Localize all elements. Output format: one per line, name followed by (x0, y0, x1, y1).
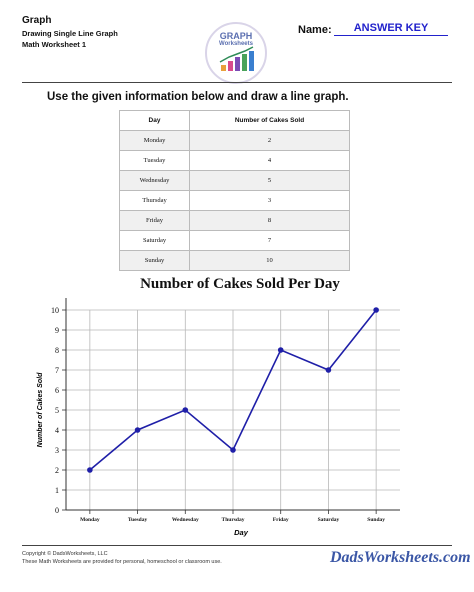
data-point (230, 447, 236, 453)
x-tick-label: Tuesday (128, 517, 148, 523)
data-point (373, 307, 379, 313)
x-tick-label: Monday (80, 517, 100, 523)
table-cell-count: 2 (189, 130, 350, 151)
y-tick-label: 7 (55, 366, 59, 375)
table-cell-day: Wednesday (118, 170, 191, 191)
graph-worksheets-logo: GRAPH Worksheets (205, 22, 267, 84)
copyright-text: Copyright © DadsWorksheets, LLC (22, 551, 108, 557)
table-row: Wednesday 5 (118, 170, 350, 191)
x-tick-label: Sunday (367, 517, 385, 523)
y-tick-label: 9 (55, 326, 59, 335)
table-cell-day: Monday (118, 130, 191, 151)
instructions: Use the given information below and draw… (47, 91, 349, 103)
table-cell-day: Sunday (118, 250, 191, 271)
y-tick-label: 8 (55, 346, 59, 355)
table-row: Saturday 7 (118, 230, 350, 251)
worksheet-subtitle: Drawing Single Line Graph (22, 29, 118, 38)
y-tick-label: 2 (55, 466, 59, 475)
y-axis-label: Number of Cakes Sold (37, 372, 44, 447)
y-tick-label: 1 (55, 486, 59, 495)
header-divider (22, 82, 452, 83)
footer-divider (22, 545, 452, 546)
name-field[interactable]: ANSWER KEY (334, 22, 448, 36)
y-tick-label: 3 (55, 446, 59, 455)
data-point (134, 427, 141, 433)
table-row: Friday 8 (118, 210, 350, 231)
x-tick-label: Thursday (222, 517, 245, 523)
table-row: Tuesday 4 (118, 150, 350, 171)
worksheet-number: Math Worksheet 1 (22, 40, 87, 49)
y-tick-label: 4 (55, 426, 59, 435)
table-cell-day: Friday (118, 210, 191, 231)
table-row: Sunday 10 (118, 250, 350, 271)
y-tick-label: 0 (55, 506, 59, 515)
table-cell-count: 8 (189, 210, 350, 231)
data-table: Day Number of Cakes Sold Monday 2 Tuesday… (118, 110, 350, 271)
worksheet-title: Graph (22, 15, 52, 26)
logo-top-text: GRAPH (219, 31, 253, 41)
table-row: Monday 2 (118, 130, 350, 151)
logo-bottom-text: Worksheets (219, 41, 253, 47)
header-block: Graph Drawing Single Line Graph Math Wor… (22, 14, 118, 50)
x-axis-label: Day (234, 528, 249, 537)
x-tick-label: Saturday (318, 517, 340, 523)
brand-logo: DadsWorksheets.com (330, 549, 471, 566)
table-header-row: Day Number of Cakes Sold (118, 110, 350, 131)
table-cell-count: 5 (189, 170, 350, 191)
y-tick-label: 10 (51, 306, 59, 315)
data-point (325, 367, 332, 373)
y-tick-label: 5 (55, 406, 59, 415)
name-label: Name: (298, 24, 332, 36)
bar-chart-icon (219, 46, 254, 71)
data-point (182, 407, 189, 413)
y-tick-label: 6 (55, 386, 59, 395)
table-cell-day: Tuesday (118, 150, 191, 171)
x-tick-label: Friday (273, 517, 289, 523)
x-tick-label: Wednesday (172, 517, 199, 523)
usage-note: These Math Worksheets are provided for p… (22, 559, 222, 565)
data-point (277, 347, 284, 353)
footer-text: Copyright © DadsWorksheets, LLC These Ma… (22, 550, 222, 566)
chart-title: Number of Cakes Sold Per Day (140, 276, 340, 292)
data-point (87, 467, 93, 473)
table-cell-count: 10 (189, 250, 350, 271)
